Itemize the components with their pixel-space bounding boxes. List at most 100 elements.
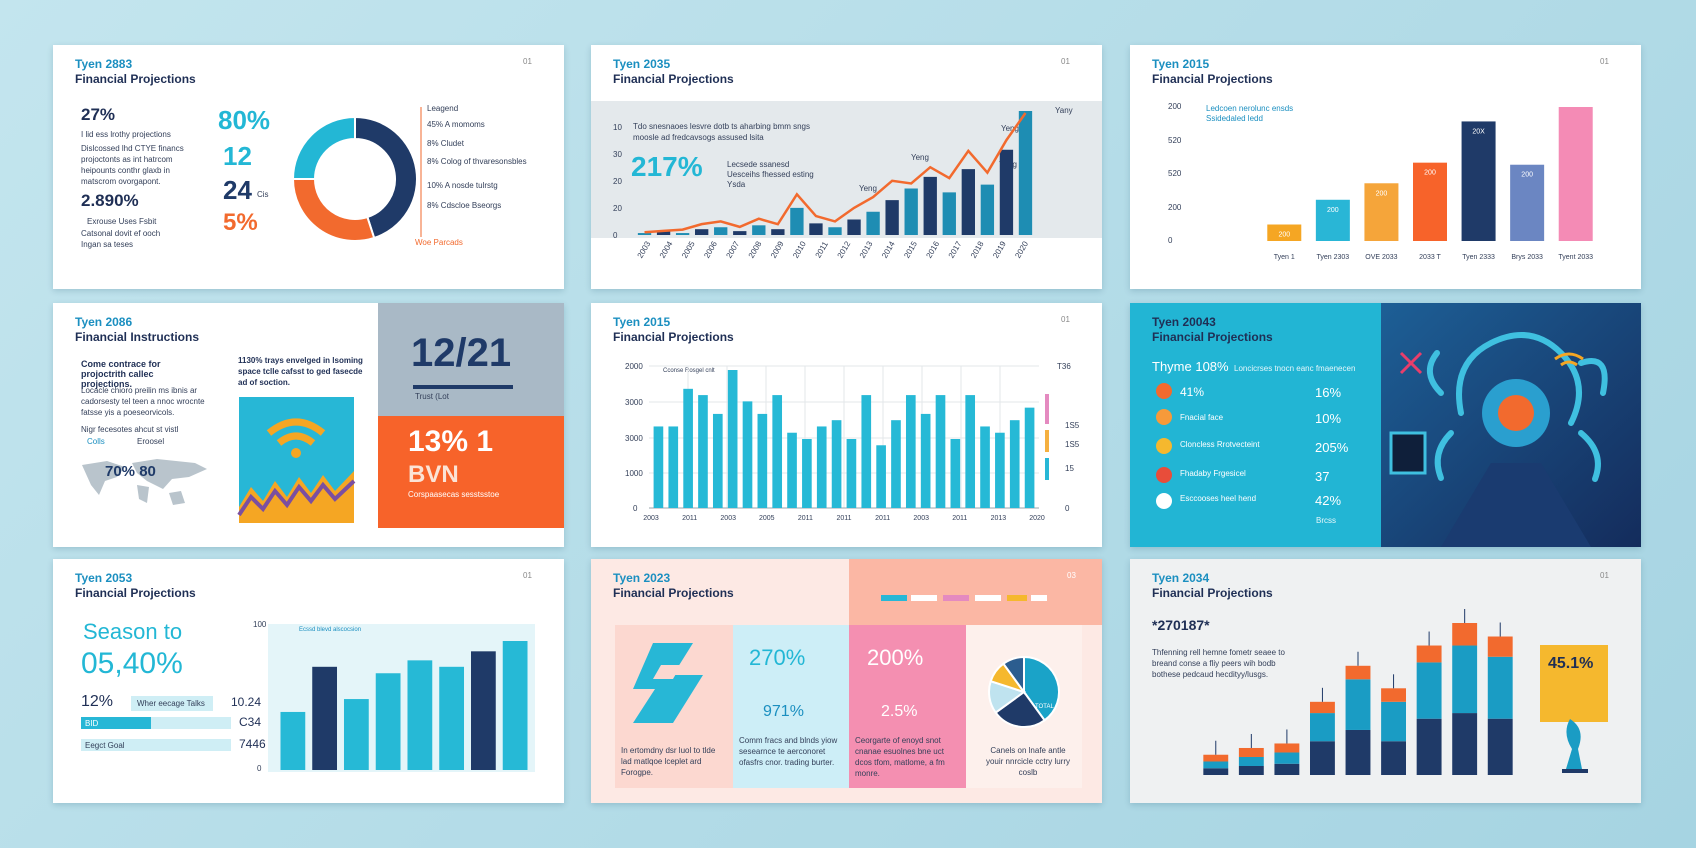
headline: Thyme 108%: [1152, 359, 1229, 374]
x-tick-label: 2011: [814, 240, 831, 260]
bar: [752, 225, 766, 235]
slide: Tyen 2086 Financial Instructions Come co…: [53, 303, 564, 547]
legend: Nigr fecesotes ahcut st vistl: [81, 425, 179, 434]
bar: [1024, 407, 1035, 508]
pill: Wher eecage Talks: [131, 696, 213, 711]
y-tick-label: 20: [613, 204, 622, 213]
stack-segment: [1416, 662, 1442, 719]
donut-chart: [291, 115, 419, 242]
x-tick-label: 2012: [836, 239, 853, 259]
chart-note: Ecssd blevd alscocsion: [299, 627, 362, 633]
paragraph: Locacle chioro preilin ms ibnis ar cador…: [81, 386, 205, 417]
bar: [876, 445, 886, 508]
y-tick-label: 200: [1168, 203, 1182, 212]
band: [849, 559, 1102, 625]
stack-segment: [1203, 761, 1229, 769]
stack-segment: [1487, 656, 1513, 719]
bar-label: 20X: [1472, 128, 1485, 135]
stack-segment: [1238, 756, 1264, 766]
legend-item: Ssidedaled ledd: [1206, 114, 1263, 123]
legend-item: 8% Cdscloe Bseorgs: [427, 201, 502, 210]
stack-segment: [1345, 729, 1371, 775]
progress-track: [81, 739, 231, 751]
slide: Tyen 2015 Financial Projections 01 Ccons…: [591, 303, 1102, 547]
pie-slice: [1002, 655, 1025, 696]
bar: [1018, 111, 1033, 235]
bar-chart: [280, 641, 528, 770]
bar: [343, 699, 369, 770]
label: Tyen 20043: [1152, 315, 1216, 329]
x-tick-label: 2003: [720, 515, 736, 522]
caption: Comm fracs and blnds yiow sesearnce te a…: [739, 736, 838, 767]
note: Trust (Lot: [415, 392, 449, 401]
stat: 27%: [81, 105, 116, 124]
bar: [809, 223, 823, 235]
x-tick-label: 2014: [880, 239, 897, 259]
bar: [772, 395, 783, 508]
bar: [407, 660, 433, 770]
bar-label: 200: [1327, 207, 1339, 214]
row-name: Fhadaby Frgesicel: [1180, 469, 1246, 478]
bar: [1510, 164, 1545, 241]
figure: [1562, 719, 1588, 773]
bar: [502, 641, 528, 770]
x-tick-label: 2020: [1029, 515, 1045, 522]
y-tick-label: 0: [1168, 236, 1173, 245]
tabs: [881, 595, 1047, 601]
y2-tick-label: 1S5: [1065, 440, 1080, 449]
pie-slice: [1023, 655, 1060, 722]
note: Exrouse Uses Fsbit: [87, 217, 157, 226]
y-tick-label: 3000: [625, 434, 643, 443]
bar: [637, 233, 652, 235]
x-tick-label: 2013: [991, 515, 1007, 522]
x-tick-label: 2005: [680, 239, 697, 259]
stat: BVN: [408, 461, 459, 488]
y-tick-label: 2000: [625, 362, 643, 371]
line: [644, 112, 1027, 234]
tag: Yeng: [911, 153, 929, 162]
y-tick-label: 0: [613, 231, 618, 240]
title: Financial Projections: [75, 72, 196, 86]
y-tick-label: 0: [633, 504, 638, 513]
world-map: [82, 459, 207, 505]
bar: [280, 711, 306, 770]
legend-item: 10% A nosde tulrstg: [427, 181, 498, 190]
paragraph: Thfenning rell hemne fometr seaee to bre…: [1152, 648, 1285, 679]
note: I lid ess lrothy projections: [81, 130, 171, 139]
note: Ingan sa teses: [81, 240, 134, 249]
timeline: [420, 107, 422, 237]
x-tick-label: 2033 T: [1419, 254, 1441, 261]
footer: Brcss: [1316, 516, 1336, 525]
y-tick-label: 0: [257, 764, 262, 773]
x-tick-label: 2011: [952, 515, 967, 522]
x-tick-label: 2010: [791, 239, 808, 259]
badge-text: 45.1%: [1548, 655, 1594, 672]
bar: [698, 395, 708, 508]
stack-segment: [1487, 636, 1513, 657]
x-tick-label: 2003: [913, 515, 929, 522]
page-number: 01: [1600, 571, 1609, 580]
legend-item: 45% A momoms: [427, 120, 485, 129]
rule: [413, 385, 513, 389]
big-number: 217%: [631, 151, 703, 182]
bar: [1009, 420, 1020, 508]
bar: [470, 651, 496, 770]
note: Catsonal dovit ef ooch: [81, 229, 161, 238]
bar-chart: 2003 2011 2003 2005 2011 2011 2011 2003 2011 2013…: [643, 370, 1045, 522]
bar: [1461, 121, 1496, 241]
heading: Season to: [83, 619, 183, 644]
title: Financial Projections: [1152, 330, 1273, 344]
progress-value: C34: [239, 715, 262, 729]
map-text: 70% 80: [105, 463, 156, 480]
donut-segment: [291, 115, 356, 180]
heading: Come contrace for projoctrith callec pro…: [81, 359, 161, 389]
label: Tyen 2034: [1152, 571, 1210, 585]
bar: [375, 673, 401, 770]
x-tick-label: 2013: [858, 239, 875, 259]
stack-segment: [1345, 679, 1371, 730]
bar-chart: 200 200 200 200 20X 200 Tyen 1 Tyen 2303 OVE 203…: [1267, 107, 1593, 261]
bar: [668, 426, 679, 508]
legend-item: Woe Parcads: [415, 238, 463, 247]
label: Tyen 2883: [75, 57, 133, 71]
bar: [787, 432, 797, 508]
